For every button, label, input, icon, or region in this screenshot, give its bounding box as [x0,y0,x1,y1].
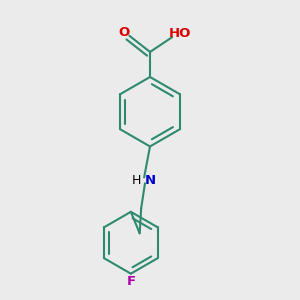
Text: HO: HO [168,27,190,40]
Text: O: O [118,26,130,39]
Text: F: F [126,274,135,287]
Text: N: N [144,174,156,187]
Text: H: H [132,174,141,187]
